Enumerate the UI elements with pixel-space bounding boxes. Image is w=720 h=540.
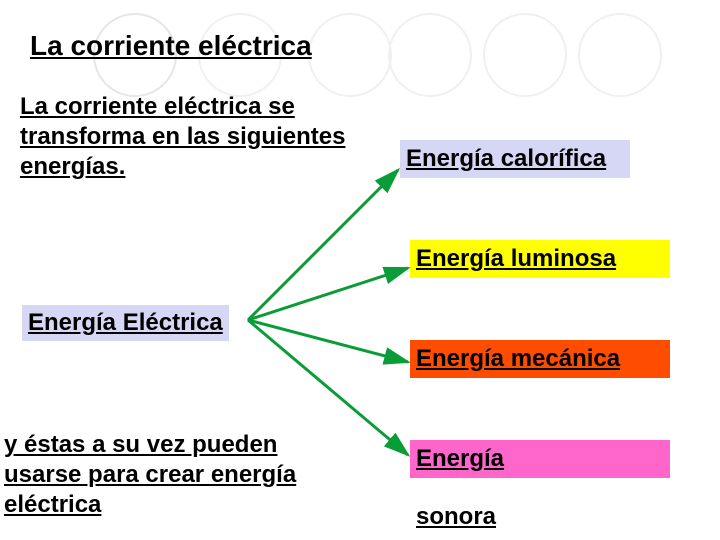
bg-circle-5 (578, 13, 662, 97)
energy-box-1: Energía luminosa (410, 240, 670, 278)
source-energy-box: Energía Eléctrica (22, 305, 229, 341)
bg-circle-3 (388, 13, 472, 97)
page-title: La corriente eléctrica (30, 30, 312, 62)
energy-box-4: sonora (410, 498, 530, 536)
bg-circle-4 (483, 13, 567, 97)
energy-box-0: Energía calorífica (400, 140, 630, 178)
energy-box-3: Energía (410, 440, 670, 478)
arrow-2 (248, 320, 408, 362)
energy-box-2: Energía mecánica (410, 340, 670, 378)
bg-circle-2 (308, 13, 392, 97)
arrow-1 (248, 268, 408, 320)
intro-text: La corriente eléctrica se transforma en … (20, 92, 350, 182)
arrow-0 (248, 170, 398, 320)
outro-text: y éstas a su vez pueden usarse para crea… (4, 430, 354, 520)
